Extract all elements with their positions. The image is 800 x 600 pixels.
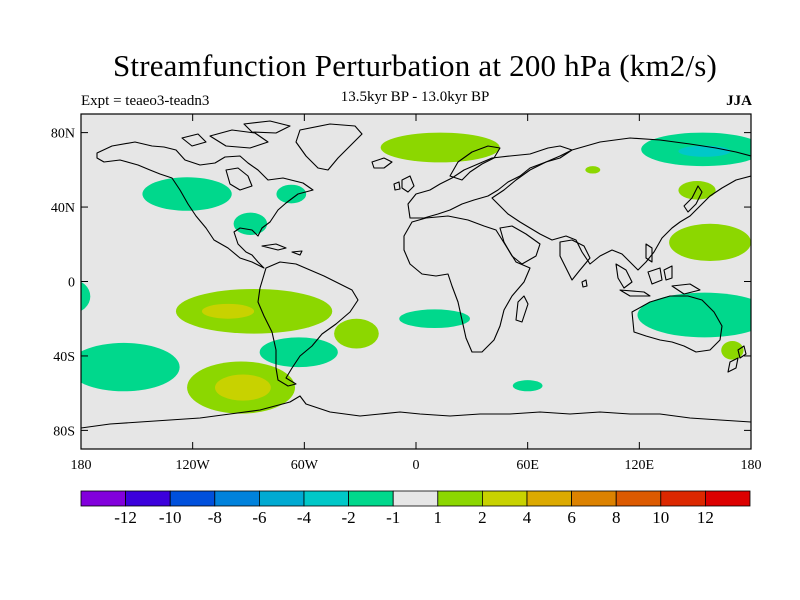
coastline-north-america bbox=[96, 141, 314, 269]
lon-tick-label: 60W bbox=[291, 458, 319, 473]
colorbar-swatch bbox=[660, 490, 706, 507]
coastline-south-america bbox=[257, 261, 359, 387]
season-label: JJA bbox=[726, 93, 752, 109]
page-subtitle: 13.5kyr BP - 13.0kyr BP bbox=[340, 89, 490, 105]
lon-tick-label: 0 bbox=[413, 458, 420, 473]
page-title: Streamfunction Perturbation at 200 hPa (… bbox=[112, 48, 718, 83]
colorbar-swatch bbox=[80, 490, 126, 507]
colorbar-label: 10 bbox=[652, 508, 669, 527]
colorbar-label: -10 bbox=[159, 508, 182, 527]
axis-ticks: 180 120W 60W 0 60E 120E 180 80N 40N 0 40S 80S bbox=[51, 114, 762, 473]
lat-tick-label: 80S bbox=[53, 424, 75, 439]
colorbar-swatch bbox=[125, 490, 171, 507]
anomaly-region bbox=[175, 288, 333, 334]
lat-tick-label: 40N bbox=[51, 201, 75, 216]
colorbar-swatch bbox=[258, 490, 305, 507]
colorbar: -12 -10 -8 -6 -4 -2 -1 1 2 4 6 8 10 12 bbox=[80, 490, 751, 527]
coastline-arctic-islands bbox=[181, 120, 291, 149]
coastline-iceland bbox=[371, 157, 393, 169]
anomaly-region bbox=[669, 223, 751, 262]
anomaly-region bbox=[637, 292, 751, 338]
colorbar-swatch bbox=[348, 490, 394, 507]
colorbar-swatch bbox=[437, 490, 483, 507]
colorbar-swatch bbox=[526, 490, 572, 507]
anomaly-region bbox=[721, 341, 744, 360]
coastline-hudson-bay bbox=[225, 167, 253, 191]
coastline-british-isles bbox=[393, 175, 415, 193]
map-background bbox=[81, 114, 751, 449]
lon-tick-label: 180 bbox=[741, 458, 762, 473]
coastline-japan bbox=[683, 185, 703, 213]
coastline-africa bbox=[403, 215, 531, 353]
colorbar-label: -6 bbox=[252, 508, 266, 527]
coastline-india bbox=[559, 239, 591, 288]
colorbar-label: -4 bbox=[297, 508, 312, 527]
anomaly-region bbox=[233, 212, 268, 235]
colorbar-swatch bbox=[705, 490, 751, 507]
anomaly-region bbox=[70, 239, 81, 250]
coastline-caribbean bbox=[261, 243, 303, 256]
coastline-greenland bbox=[295, 123, 363, 171]
anomaly-region bbox=[380, 132, 500, 163]
experiment-label: Expt = teaeo3-teadn3 bbox=[81, 93, 210, 109]
colorbar-label: 4 bbox=[523, 508, 532, 527]
coastline-australia bbox=[631, 295, 723, 353]
anomaly-region bbox=[81, 342, 180, 392]
anomaly-region bbox=[142, 177, 232, 211]
coastline-arabia bbox=[499, 225, 541, 265]
colorbar-label: -2 bbox=[342, 508, 356, 527]
coastline-new-zealand bbox=[727, 345, 747, 373]
anomaly-region bbox=[678, 145, 731, 157]
anomaly-region bbox=[201, 303, 255, 319]
lon-tick-label: 180 bbox=[71, 458, 92, 473]
lat-tick-label: 40S bbox=[53, 350, 75, 365]
anomaly-region bbox=[512, 380, 543, 392]
anomaly-region bbox=[81, 281, 91, 311]
anomaly-region bbox=[585, 166, 601, 174]
colorbar-label: -12 bbox=[114, 508, 137, 527]
colorbar-label: 12 bbox=[697, 508, 714, 527]
colorbar-swatch bbox=[481, 490, 528, 507]
colorbar-swatch bbox=[392, 490, 439, 507]
colorbar-swatch bbox=[169, 490, 216, 507]
anomaly-region bbox=[215, 374, 271, 401]
coastline-asia bbox=[491, 137, 751, 271]
colorbar-label: -1 bbox=[386, 508, 400, 527]
colorbar-label: -8 bbox=[208, 508, 222, 527]
anomaly-region bbox=[276, 184, 307, 204]
colorbar-label: 8 bbox=[612, 508, 621, 527]
anomaly-region bbox=[259, 337, 338, 368]
coastline-antarctica bbox=[81, 395, 751, 429]
lat-tick-label: 80N bbox=[51, 127, 75, 142]
anomaly-region bbox=[678, 181, 716, 200]
coastline-indonesia bbox=[615, 243, 701, 297]
coastlines bbox=[81, 120, 751, 429]
lat-tick-label: 0 bbox=[68, 276, 75, 291]
colorbar-swatch bbox=[615, 490, 662, 507]
colorbar-label: 2 bbox=[478, 508, 487, 527]
colorbar-label: 6 bbox=[567, 508, 576, 527]
colorbar-swatch bbox=[571, 490, 617, 507]
anomaly-region bbox=[334, 318, 379, 349]
coastline-scandinavia bbox=[449, 145, 501, 181]
colorbar-swatch bbox=[303, 490, 349, 507]
colorbar-label: 1 bbox=[434, 508, 443, 527]
coastline-madagascar bbox=[515, 295, 529, 323]
lon-tick-label: 60E bbox=[516, 458, 539, 473]
anomaly-regions bbox=[70, 132, 751, 414]
lon-tick-label: 120E bbox=[625, 458, 655, 473]
anomaly-region bbox=[399, 309, 470, 329]
colorbar-swatch bbox=[214, 490, 260, 507]
lon-tick-label: 120W bbox=[176, 458, 211, 473]
